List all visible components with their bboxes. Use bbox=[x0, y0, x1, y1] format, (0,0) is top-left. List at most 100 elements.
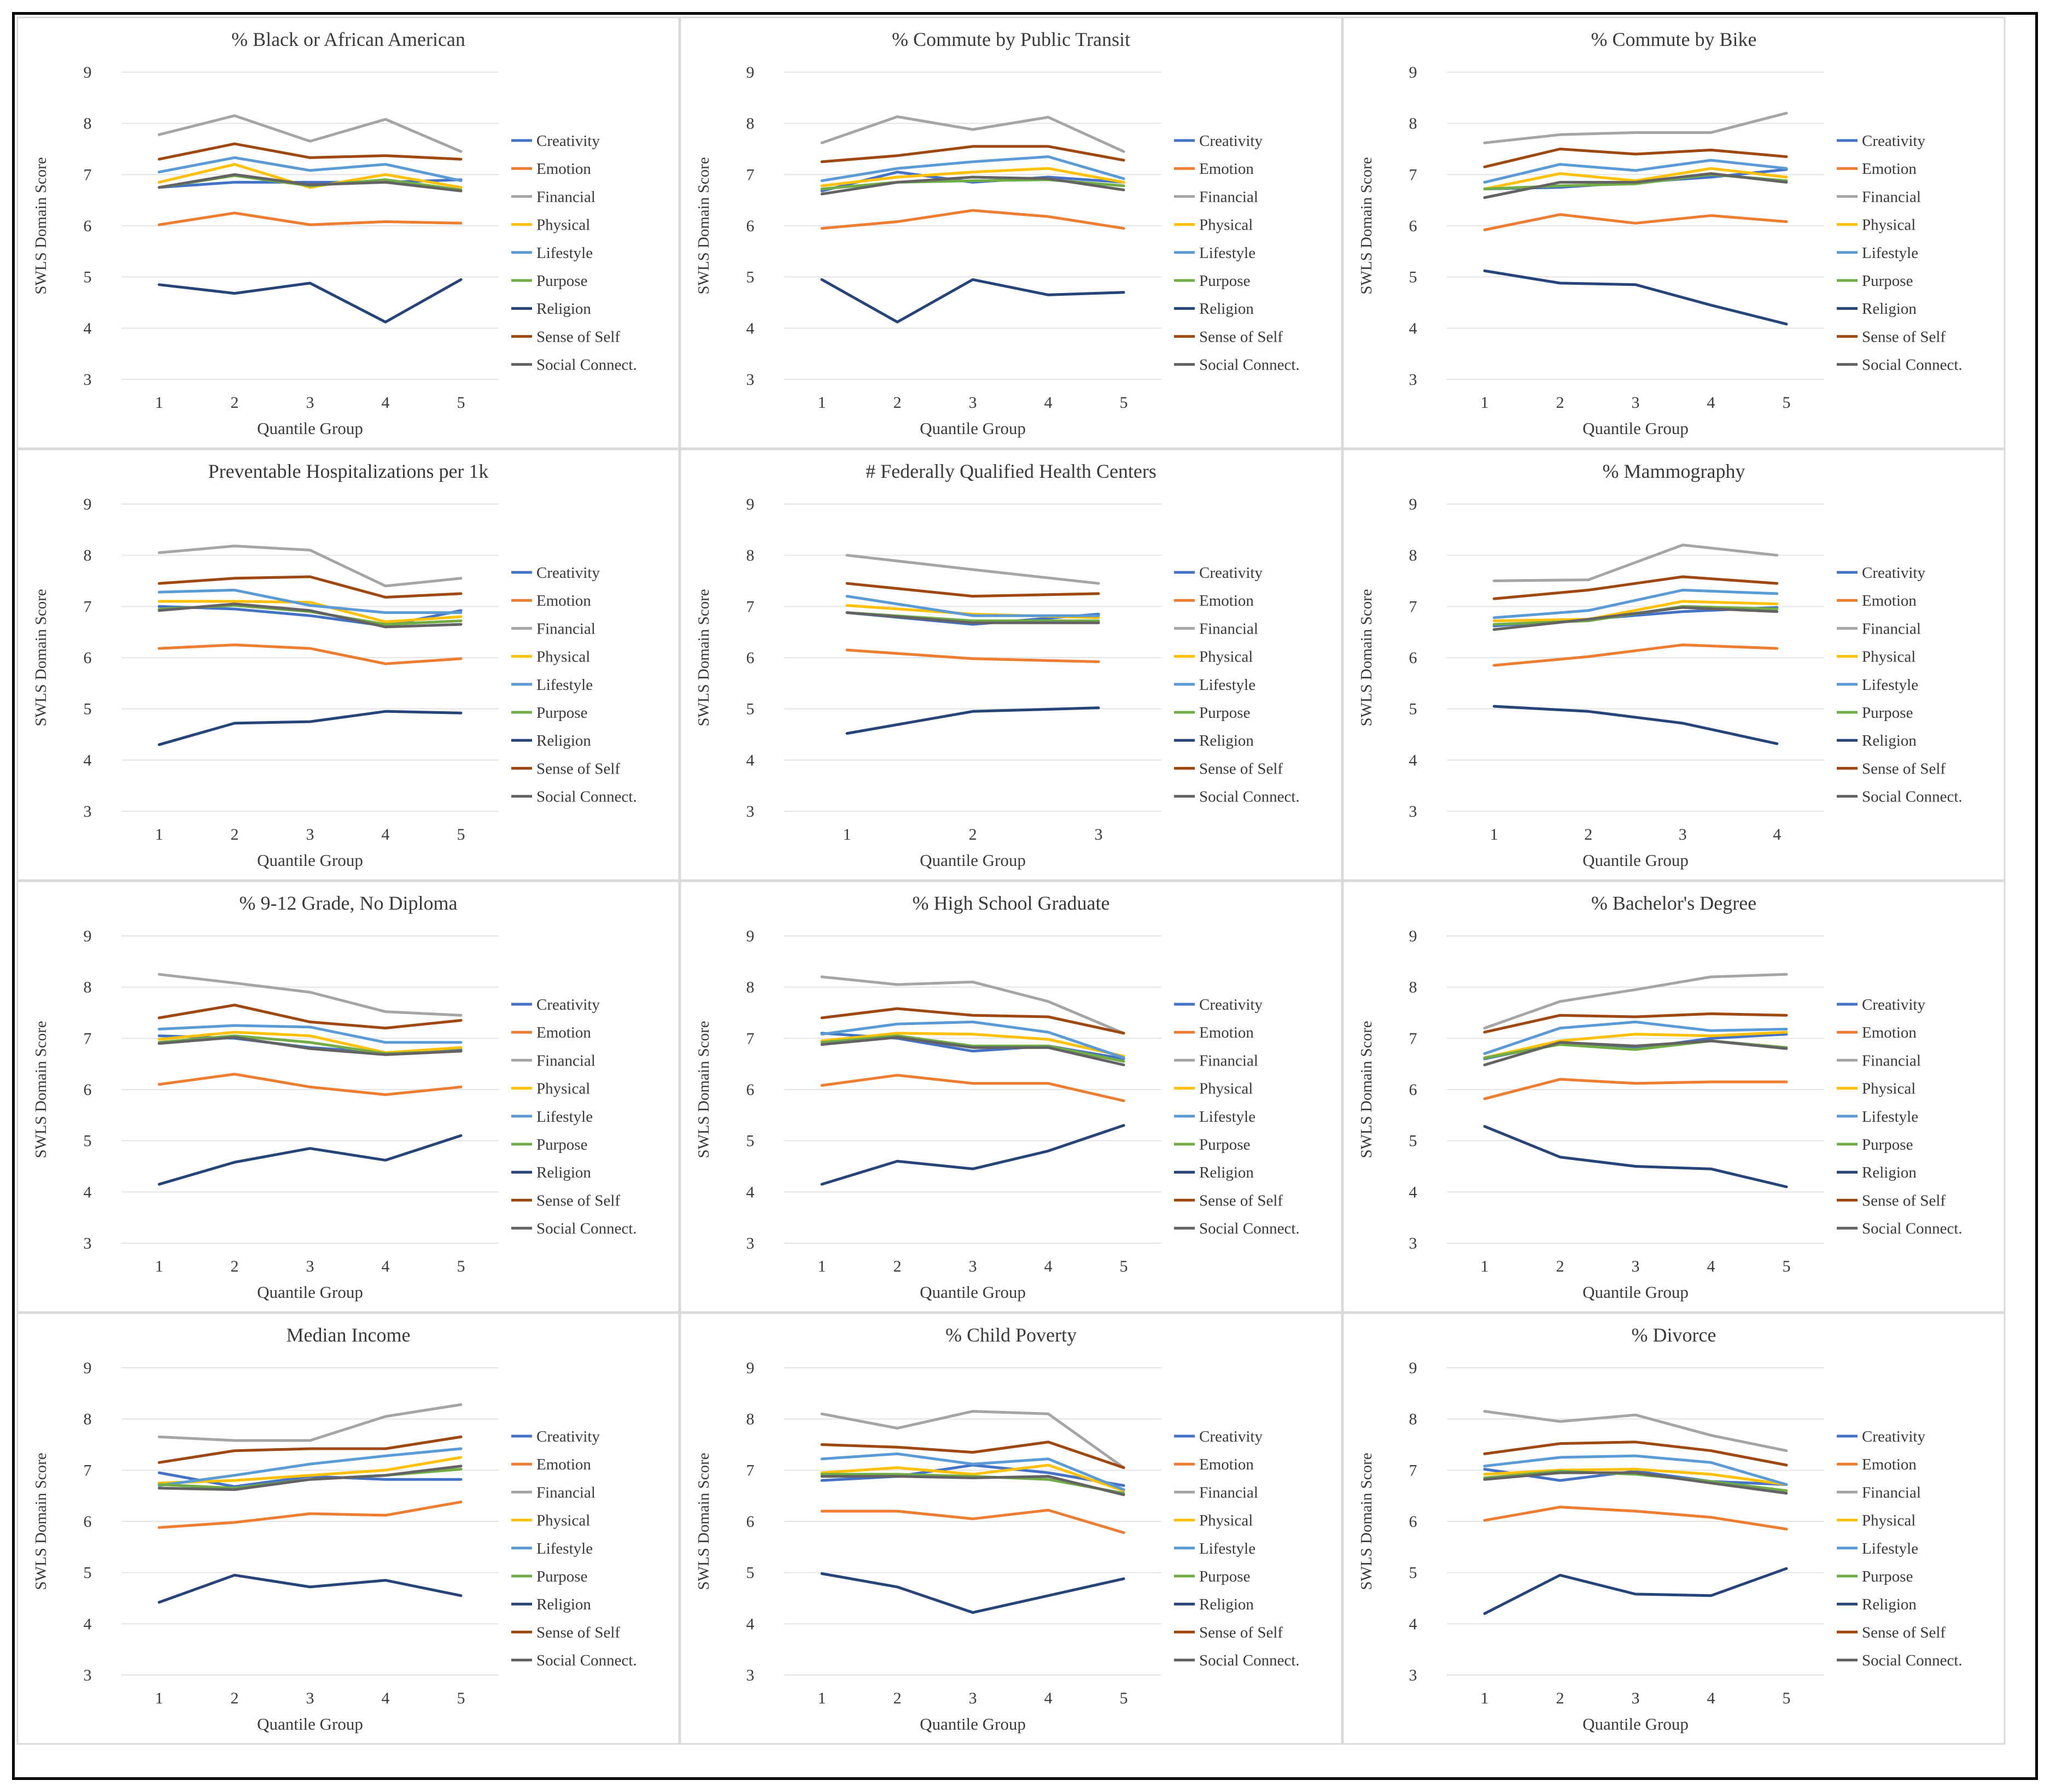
legend-label: Creativity bbox=[1199, 996, 1263, 1014]
x-tick-label: 3 bbox=[1679, 825, 1687, 844]
x-tick-label: 1 bbox=[1481, 1689, 1489, 1707]
legend-label: Emotion bbox=[536, 592, 591, 610]
series-line-emotion bbox=[157, 1073, 463, 1096]
chart-panel-9: 3 4 5 6 7 8 9 1 2 3 4 5 % Bachelor's Degree Quantile … bbox=[1342, 880, 2006, 1313]
series-line-religion bbox=[1483, 1125, 1788, 1188]
legend-label: Sense of Self bbox=[1862, 760, 1946, 777]
legend-label: Religion bbox=[1199, 300, 1254, 318]
y-tick-label: 3 bbox=[746, 803, 755, 821]
legend-label: Emotion bbox=[1862, 592, 1917, 610]
x-tick-label: 4 bbox=[382, 1257, 390, 1275]
legend-label: Purpose bbox=[536, 272, 587, 290]
legend-label: Social Connect. bbox=[1199, 788, 1300, 806]
legend-label: Creativity bbox=[536, 132, 600, 150]
x-tick-label: 1 bbox=[818, 1257, 826, 1275]
y-tick-label: 7 bbox=[746, 166, 755, 184]
y-tick-label: 4 bbox=[746, 1615, 755, 1633]
y-tick-label: 6 bbox=[746, 1513, 755, 1531]
series-line-emotion bbox=[1483, 213, 1788, 231]
legend-label: Creativity bbox=[1862, 132, 1925, 150]
legend-label: Emotion bbox=[1862, 1456, 1917, 1473]
x-axis-label: Quantile Group bbox=[920, 1282, 1026, 1302]
y-tick-label: 6 bbox=[746, 1081, 755, 1099]
x-tick-label: 5 bbox=[1783, 1689, 1791, 1707]
series-line-purpose bbox=[820, 1034, 1125, 1063]
y-axis-label: SWLS Domain Score bbox=[32, 157, 50, 294]
x-tick-label: 2 bbox=[893, 1257, 902, 1275]
chart-title: % High School Graduate bbox=[913, 892, 1110, 914]
series-line-emotion bbox=[820, 1074, 1125, 1103]
y-tick-label: 3 bbox=[84, 803, 92, 821]
y-tick-label: 3 bbox=[1409, 803, 1417, 821]
legend-label: Religion bbox=[536, 1596, 591, 1613]
series-line-lifestyle bbox=[157, 1447, 463, 1487]
x-axis-label: Quantile Group bbox=[1582, 1282, 1689, 1302]
series-line-sense-of-self bbox=[820, 1007, 1125, 1035]
series-line-social-connect bbox=[1492, 606, 1779, 631]
legend-label: Creativity bbox=[1862, 1428, 1925, 1445]
x-tick-label: 3 bbox=[306, 394, 314, 412]
legend-label: Physical bbox=[536, 1512, 590, 1530]
y-tick-label: 3 bbox=[1409, 1666, 1417, 1684]
chart-title: % 9-12 Grade, No Diploma bbox=[240, 892, 458, 914]
legend-label: Physical bbox=[1199, 1512, 1253, 1530]
legend-label: Financial bbox=[1862, 188, 1921, 206]
series-line-social-connect bbox=[157, 1036, 463, 1056]
y-tick-label: 7 bbox=[1409, 1029, 1417, 1047]
legend-label: Lifestyle bbox=[1862, 244, 1918, 262]
chart-panel-border bbox=[679, 1312, 1343, 1745]
series-line-emotion bbox=[157, 1500, 463, 1529]
series-line-creativity bbox=[820, 171, 1125, 192]
x-tick-label: 2 bbox=[1556, 1689, 1564, 1707]
legend-label: Lifestyle bbox=[1199, 1540, 1255, 1557]
legend-label: Purpose bbox=[1862, 1568, 1913, 1585]
legend-label: Social Connect. bbox=[536, 788, 637, 806]
series-line-lifestyle bbox=[820, 1020, 1125, 1059]
y-tick-label: 9 bbox=[1409, 63, 1417, 81]
y-tick-label: 8 bbox=[84, 979, 92, 997]
legend-label: Religion bbox=[536, 1164, 591, 1181]
legend-label: Financial bbox=[1199, 188, 1258, 206]
series-line-religion bbox=[157, 1134, 463, 1186]
x-tick-label: 1 bbox=[1490, 825, 1498, 844]
series-line-financial bbox=[820, 115, 1125, 153]
legend-label: Financial bbox=[1862, 1052, 1921, 1069]
y-tick-label: 8 bbox=[1409, 115, 1417, 133]
legend-label: Lifestyle bbox=[1862, 1540, 1918, 1557]
chart-title: % Commute by Public Transit bbox=[892, 28, 1130, 50]
legend-label: Social Connect. bbox=[1862, 1220, 1963, 1238]
y-tick-label: 6 bbox=[84, 1513, 92, 1531]
y-axis-label: SWLS Domain Score bbox=[695, 1021, 712, 1158]
legend-label: Sense of Self bbox=[1199, 328, 1283, 345]
legend-label: Physical bbox=[1199, 1080, 1253, 1098]
chart-title: % Child Poverty bbox=[945, 1324, 1077, 1346]
legend-label: Purpose bbox=[1199, 1136, 1250, 1153]
series-line-financial bbox=[1483, 1410, 1788, 1453]
x-tick-label: 2 bbox=[231, 394, 239, 412]
x-tick-label: 1 bbox=[1481, 1257, 1489, 1275]
legend-label: Social Connect. bbox=[536, 1220, 637, 1238]
series-line-religion bbox=[157, 710, 463, 746]
legend-label: Religion bbox=[1199, 1596, 1254, 1613]
series-line-emotion bbox=[1483, 1506, 1788, 1531]
legend-label: Social Connect. bbox=[536, 1652, 637, 1670]
y-tick-label: 5 bbox=[84, 700, 92, 718]
series-line-physical bbox=[1483, 1030, 1788, 1059]
y-tick-label: 7 bbox=[84, 1461, 92, 1479]
y-tick-label: 9 bbox=[746, 63, 755, 81]
series-line-purpose bbox=[820, 1473, 1125, 1495]
legend-label: Lifestyle bbox=[536, 1540, 593, 1557]
legend-label: Financial bbox=[1862, 1484, 1921, 1501]
y-tick-label: 9 bbox=[84, 63, 92, 81]
legend-label: Lifestyle bbox=[1862, 1108, 1918, 1126]
legend-label: Purpose bbox=[1199, 1568, 1250, 1585]
legend-label: Emotion bbox=[536, 160, 591, 178]
series-line-lifestyle bbox=[820, 1452, 1125, 1491]
x-tick-label: 1 bbox=[155, 1257, 163, 1275]
series-line-social-connect bbox=[1483, 1039, 1788, 1067]
chart-panel-10: 3 4 5 6 7 8 9 1 2 3 4 5 Median Income Quantile Group S… bbox=[16, 1312, 680, 1745]
y-tick-label: 3 bbox=[84, 1234, 92, 1252]
series-line-emotion bbox=[1483, 1077, 1788, 1100]
x-tick-label: 2 bbox=[1556, 394, 1564, 412]
x-axis-label: Quantile Group bbox=[257, 1714, 363, 1734]
